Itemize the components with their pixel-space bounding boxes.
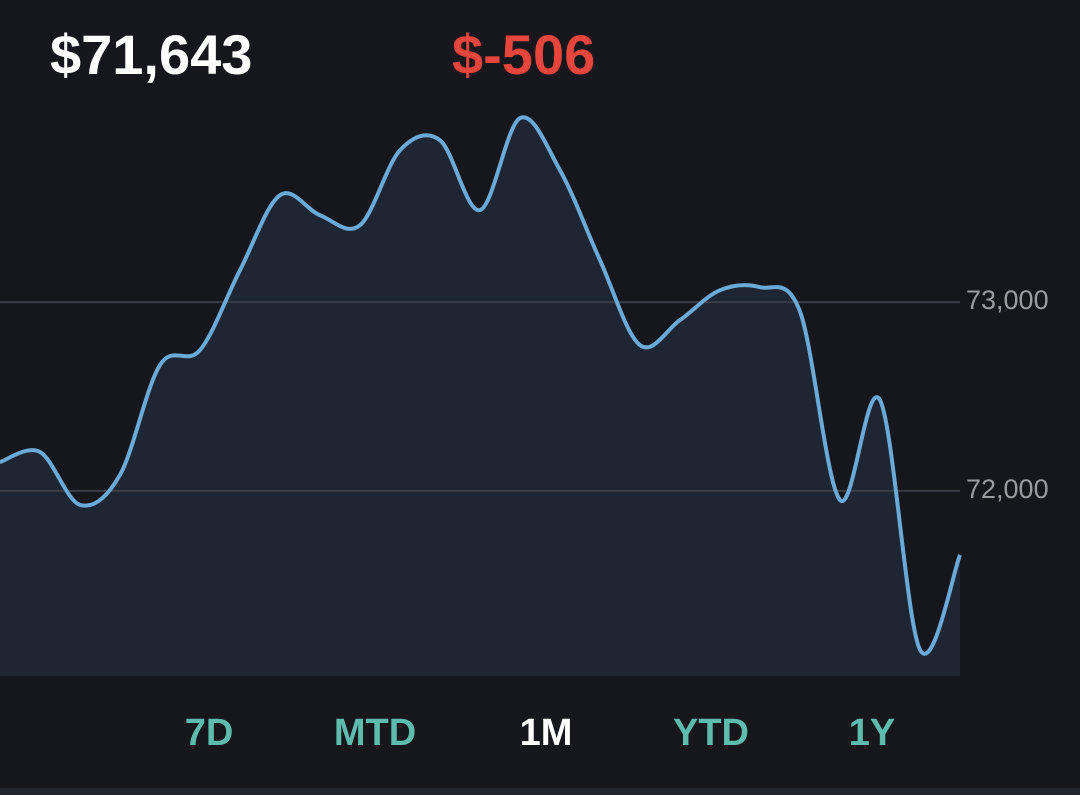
bottom-bar	[0, 788, 1080, 795]
value-change: $-506	[452, 23, 596, 86]
y-tick-label: 73,000	[966, 285, 1049, 315]
range-button[interactable]: 1M	[519, 712, 573, 754]
y-tick-label: 72,000	[966, 474, 1049, 504]
range-button[interactable]: 1Y	[848, 712, 896, 754]
portfolio-value: $71,643	[50, 23, 253, 86]
price-line	[0, 115, 962, 656]
range-button[interactable]: 7D	[184, 712, 234, 754]
range-button[interactable]: MTD	[333, 712, 417, 754]
area-fill	[0, 117, 960, 677]
range-button[interactable]: YTD	[673, 712, 749, 754]
